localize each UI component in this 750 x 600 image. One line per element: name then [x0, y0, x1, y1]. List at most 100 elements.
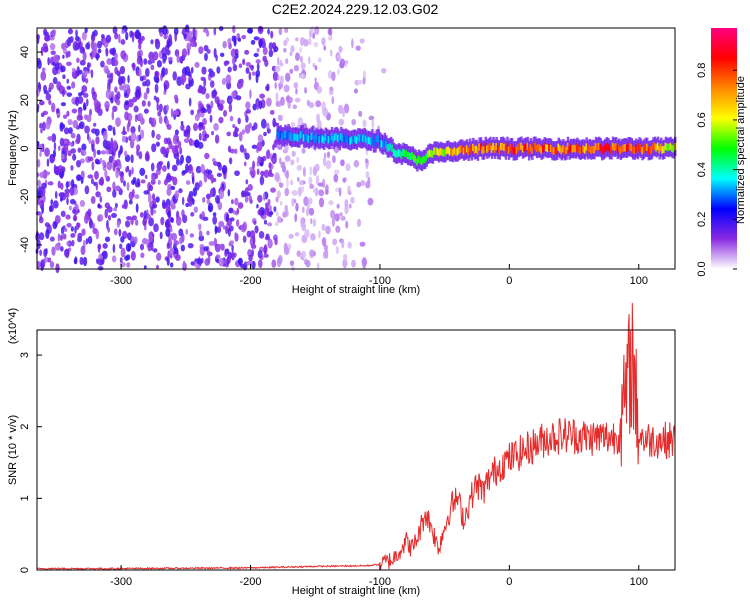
- noise-speck: [156, 162, 162, 171]
- noise-speck: [252, 103, 257, 111]
- noise-speck: [308, 176, 313, 186]
- noise-speck: [340, 159, 345, 167]
- spectrogram-noise-field: [35, 24, 388, 274]
- noise-speck: [100, 60, 105, 68]
- noise-speck: [160, 72, 163, 82]
- track-core: [621, 144, 624, 153]
- track-core: [467, 147, 470, 155]
- noise-speck: [143, 210, 147, 220]
- noise-speck: [284, 72, 291, 82]
- noise-speck: [77, 209, 80, 214]
- noise-speck: [70, 233, 76, 238]
- noise-speck: [147, 100, 151, 107]
- track-core: [422, 155, 425, 164]
- noise-speck: [271, 154, 277, 165]
- track-core: [532, 142, 536, 150]
- noise-speck: [200, 163, 205, 174]
- spectrogram-x-axis-label: Height of straight line (km): [292, 284, 420, 296]
- noise-speck: [209, 70, 216, 78]
- noise-speck: [151, 173, 156, 184]
- noise-speck: [180, 244, 186, 252]
- noise-speck: [285, 58, 289, 65]
- colorbar-ticks: 0.0 0.2 0.4 0.6 0.8: [696, 63, 737, 277]
- noise-speck: [87, 174, 94, 179]
- track-core: [555, 146, 559, 155]
- track-core: [627, 143, 630, 151]
- noise-speck: [97, 48, 102, 54]
- noise-speck: [81, 228, 86, 236]
- noise-speck: [111, 255, 117, 263]
- noise-speck: [327, 28, 332, 36]
- noise-speck: [37, 179, 41, 187]
- noise-speck: [322, 107, 329, 117]
- noise-speck: [306, 208, 309, 217]
- noise-speck: [330, 49, 333, 57]
- noise-speck: [39, 249, 43, 256]
- spectrogram-y-ticks: -40 -20 0 20 40: [19, 46, 42, 253]
- noise-speck: [120, 174, 124, 184]
- noise-speck: [329, 209, 336, 219]
- noise-speck: [358, 110, 363, 117]
- noise-speck: [262, 46, 268, 56]
- noise-speck: [285, 37, 290, 43]
- track-core: [476, 147, 480, 155]
- noise-speck: [289, 51, 293, 57]
- noise-speck: [52, 220, 58, 230]
- noise-speck: [39, 122, 43, 129]
- noise-speck: [257, 155, 262, 164]
- noise-speck: [251, 249, 254, 257]
- noise-speck: [275, 211, 279, 217]
- track-core: [661, 146, 665, 154]
- noise-speck: [318, 189, 325, 197]
- track-core: [419, 156, 422, 165]
- noise-speck: [185, 202, 190, 208]
- noise-speck: [59, 196, 63, 202]
- noise-speck: [164, 221, 168, 228]
- noise-speck: [54, 242, 61, 251]
- noise-speck: [244, 152, 250, 160]
- track-core: [439, 147, 442, 156]
- noise-speck: [143, 108, 149, 114]
- noise-speck: [381, 67, 387, 74]
- noise-speck: [39, 212, 43, 217]
- noise-speck: [180, 154, 184, 164]
- noise-speck: [112, 59, 119, 67]
- noise-speck: [222, 225, 227, 230]
- noise-speck: [76, 66, 80, 76]
- track-core: [579, 146, 582, 154]
- chart-title: C2E2.2024.229.12.03.G02: [272, 1, 439, 17]
- noise-speck: [92, 122, 97, 127]
- track-core: [557, 143, 560, 151]
- noise-speck: [81, 149, 87, 157]
- track-core: [444, 149, 447, 157]
- track-core: [346, 135, 349, 143]
- track-core: [562, 145, 565, 153]
- noise-speck: [263, 219, 268, 225]
- track-core: [347, 136, 351, 144]
- noise-speck: [152, 51, 159, 61]
- track-core: [573, 144, 576, 152]
- noise-speck: [41, 121, 46, 132]
- noise-speck: [152, 209, 157, 214]
- noise-speck: [119, 257, 123, 264]
- noise-speck: [143, 265, 147, 270]
- track-core: [594, 142, 598, 151]
- noise-speck: [321, 37, 326, 46]
- noise-speck: [119, 163, 122, 170]
- noise-speck: [101, 34, 105, 39]
- noise-speck: [162, 165, 167, 172]
- noise-speck: [112, 105, 118, 112]
- track-core: [633, 146, 637, 154]
- noise-speck: [263, 253, 269, 258]
- noise-speck: [166, 187, 172, 196]
- noise-speck: [254, 225, 259, 234]
- noise-speck: [294, 213, 298, 223]
- noise-speck: [51, 29, 56, 38]
- track-core: [363, 133, 366, 142]
- noise-speck: [274, 172, 280, 182]
- y-tick-label: -40: [19, 237, 31, 253]
- noise-speck: [104, 169, 108, 179]
- noise-speck: [76, 114, 82, 121]
- noise-speck: [219, 52, 225, 58]
- noise-speck: [203, 77, 207, 87]
